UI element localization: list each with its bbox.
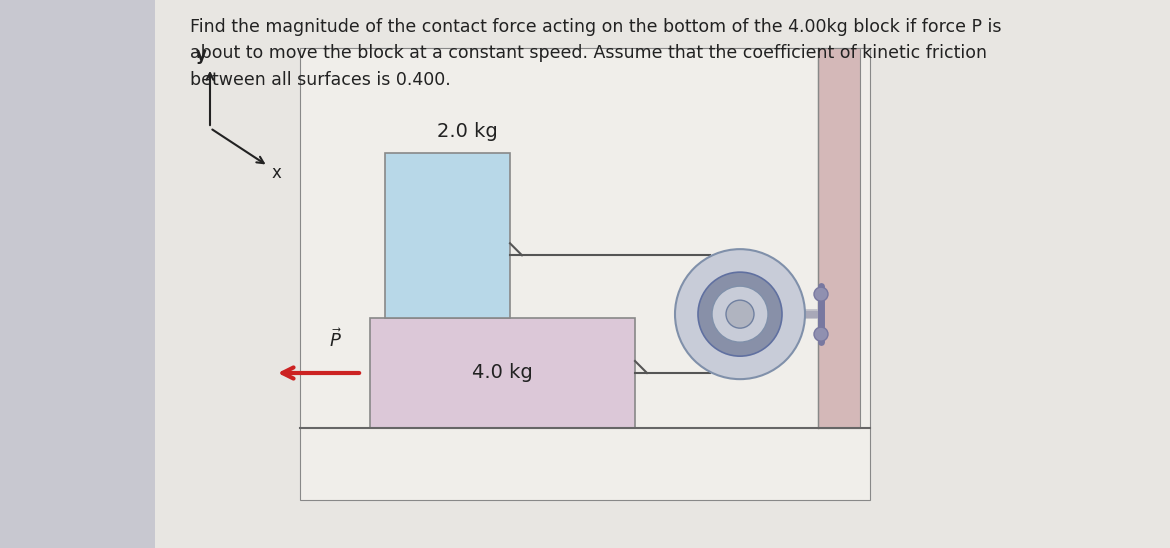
Circle shape [727, 300, 753, 328]
Bar [370, 318, 635, 428]
Text: 2.0 kg: 2.0 kg [438, 122, 498, 141]
Circle shape [698, 272, 782, 356]
Text: $\vec{P}$: $\vec{P}$ [329, 328, 342, 351]
Circle shape [675, 249, 805, 379]
Bar [0, 0, 154, 548]
Text: 4.0 kg: 4.0 kg [473, 363, 532, 383]
Bar [385, 153, 510, 318]
Bar [300, 48, 870, 500]
Text: x: x [271, 164, 282, 182]
Bar [154, 0, 1170, 548]
Text: Find the magnitude of the contact force acting on the bottom of the 4.00kg block: Find the magnitude of the contact force … [190, 18, 1002, 89]
Circle shape [814, 287, 828, 301]
Circle shape [814, 327, 828, 341]
Circle shape [713, 286, 768, 342]
Text: y: y [197, 46, 207, 64]
Bar [818, 48, 860, 428]
